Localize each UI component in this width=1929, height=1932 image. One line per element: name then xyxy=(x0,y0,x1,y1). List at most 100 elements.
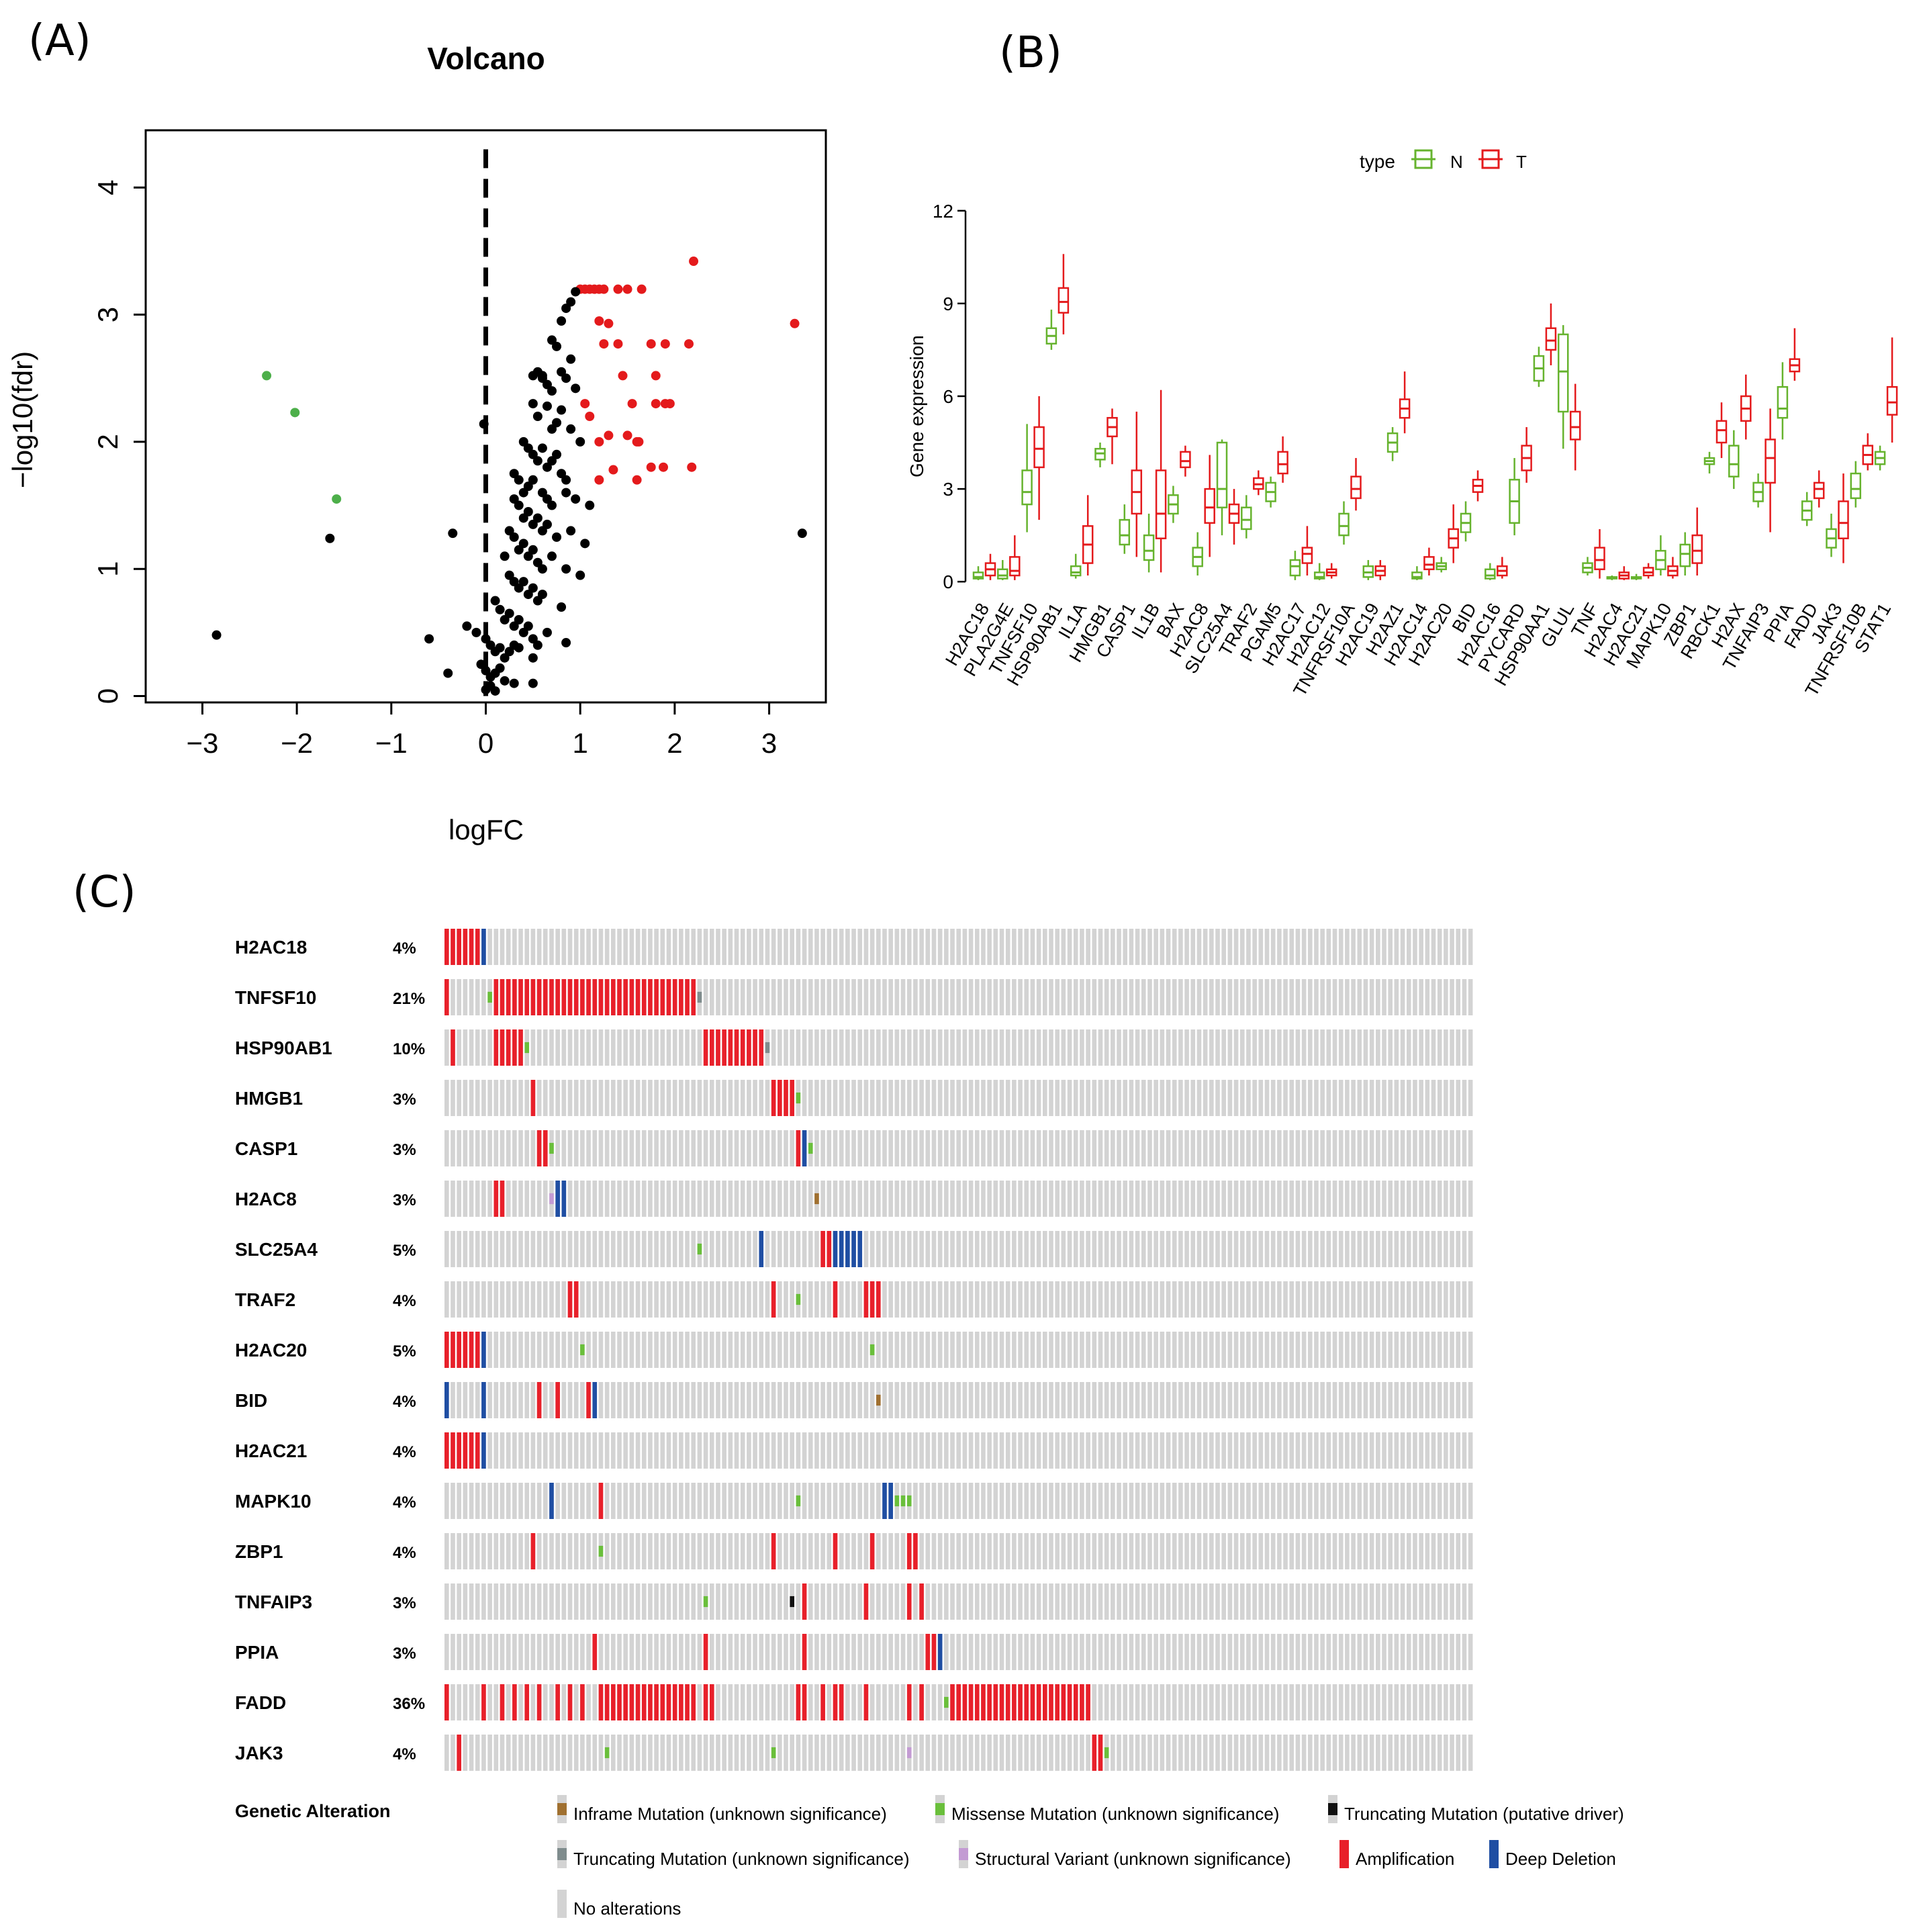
sample-cell xyxy=(857,1332,863,1368)
sample-cell xyxy=(1388,1533,1393,1569)
sample-cell xyxy=(685,1281,690,1318)
sample-cell xyxy=(1468,1029,1473,1066)
sample-cell xyxy=(1351,1634,1356,1670)
sample-cell xyxy=(592,1583,598,1620)
sample-cell xyxy=(703,1735,708,1771)
x-tick-label: −1 xyxy=(375,727,408,759)
sample-cell xyxy=(845,1634,850,1670)
sample-cell xyxy=(778,1332,782,1368)
sample-cell xyxy=(1289,1684,1295,1720)
sample-cell xyxy=(703,1281,708,1318)
sample-cell xyxy=(734,1735,739,1771)
sample-cell xyxy=(1209,979,1214,1015)
alteration-amp xyxy=(802,1583,807,1620)
sample-cell xyxy=(1061,929,1066,965)
sample-cell xyxy=(913,1281,918,1318)
sample-cell xyxy=(1382,1583,1386,1620)
alteration-amp xyxy=(617,1684,622,1720)
sample-cell xyxy=(611,1281,616,1318)
box-t-stat1 xyxy=(1886,337,1898,443)
sample-cell xyxy=(592,1332,598,1368)
sample-cell xyxy=(1295,1432,1301,1469)
sample-cell xyxy=(666,1332,671,1368)
sample-cell xyxy=(1258,1281,1264,1318)
volcano-point-up xyxy=(604,430,614,441)
sample-cell xyxy=(784,1382,788,1418)
box-n-h2ac14 xyxy=(1411,566,1423,580)
sample-cell xyxy=(1005,1382,1010,1418)
sample-cell xyxy=(1024,1080,1029,1116)
sample-cell xyxy=(876,1583,881,1620)
sample-cell xyxy=(1196,1332,1202,1368)
sample-cell xyxy=(561,1130,567,1166)
sample-cell xyxy=(1400,1583,1405,1620)
sample-cell xyxy=(1111,1382,1115,1418)
sample-cell xyxy=(1376,1735,1380,1771)
sample-cell xyxy=(1258,1181,1264,1217)
sample-cell xyxy=(1129,1583,1134,1620)
sample-cell xyxy=(1209,1483,1214,1519)
sample-cell xyxy=(913,1181,918,1217)
sample-cell xyxy=(1166,1432,1171,1469)
sample-cell xyxy=(1227,1583,1233,1620)
sample-cell xyxy=(654,1332,659,1368)
alteration-amp xyxy=(691,979,696,1015)
sample-cell xyxy=(1215,929,1220,965)
alteration-amp xyxy=(999,1684,1004,1720)
oncoprint-legend: Genetic Alteration Inframe Mutation (unk… xyxy=(235,1795,1624,1919)
gene-label: H2AC8 xyxy=(235,1189,297,1209)
sample-cell xyxy=(753,1634,757,1670)
sample-cell xyxy=(1314,1130,1319,1166)
sample-cell xyxy=(654,1029,659,1066)
alteration-sv xyxy=(906,1747,912,1759)
sample-cell xyxy=(573,1231,579,1267)
alteration-missense xyxy=(944,1696,949,1708)
sample-cell xyxy=(1024,1382,1029,1418)
sample-cells xyxy=(444,1382,1473,1418)
sample-cell xyxy=(1307,1533,1313,1569)
sample-cell xyxy=(1024,1281,1029,1318)
alteration-percentage: 4% xyxy=(393,1443,416,1461)
alteration-amp xyxy=(451,929,455,965)
sample-cell xyxy=(1239,1181,1245,1217)
legend-swatch xyxy=(557,1803,567,1815)
sample-cell xyxy=(1036,1080,1041,1116)
box-iqr xyxy=(1338,512,1350,537)
sample-cell xyxy=(1450,1080,1454,1116)
sample-cell xyxy=(641,1281,647,1318)
sample-cell xyxy=(839,1634,844,1670)
alteration-amp xyxy=(567,979,573,1015)
sample-cell xyxy=(863,1029,869,1066)
sample-cell xyxy=(1049,1735,1053,1771)
sample-cell xyxy=(1117,1382,1121,1418)
sample-cell xyxy=(660,929,665,965)
box-n-hsp90ab1 xyxy=(1045,310,1057,350)
sample-cell xyxy=(463,1029,468,1066)
legend-label-t: T xyxy=(1516,152,1527,172)
sample-cell xyxy=(1166,1634,1171,1670)
alteration-missense xyxy=(580,1344,585,1356)
alteration-amp xyxy=(660,1684,665,1720)
sample-cell xyxy=(974,929,980,965)
sample-cell xyxy=(580,1432,585,1469)
sample-cell xyxy=(944,1583,949,1620)
sample-cell xyxy=(925,1735,931,1771)
sample-cell xyxy=(518,1281,523,1318)
sample-cell xyxy=(444,1483,449,1519)
sample-cell xyxy=(1332,1735,1337,1771)
sample-cell xyxy=(1227,1432,1233,1469)
volcano-point-ns xyxy=(542,627,552,637)
sample-cell xyxy=(1425,1080,1430,1116)
sample-cell xyxy=(1147,1432,1152,1469)
sample-cell xyxy=(1036,1332,1041,1368)
sample-cell xyxy=(734,1432,739,1469)
sample-cell xyxy=(722,1231,726,1267)
sample-cell xyxy=(654,929,659,965)
sample-cell xyxy=(1111,1432,1115,1469)
sample-cell xyxy=(1363,1432,1368,1469)
sample-cell xyxy=(869,1735,875,1771)
sample-cell xyxy=(1227,1684,1233,1720)
box-n-hsp90aa1 xyxy=(1533,347,1545,387)
sample-cell xyxy=(691,1080,696,1116)
volcano-point-ns xyxy=(542,401,552,411)
